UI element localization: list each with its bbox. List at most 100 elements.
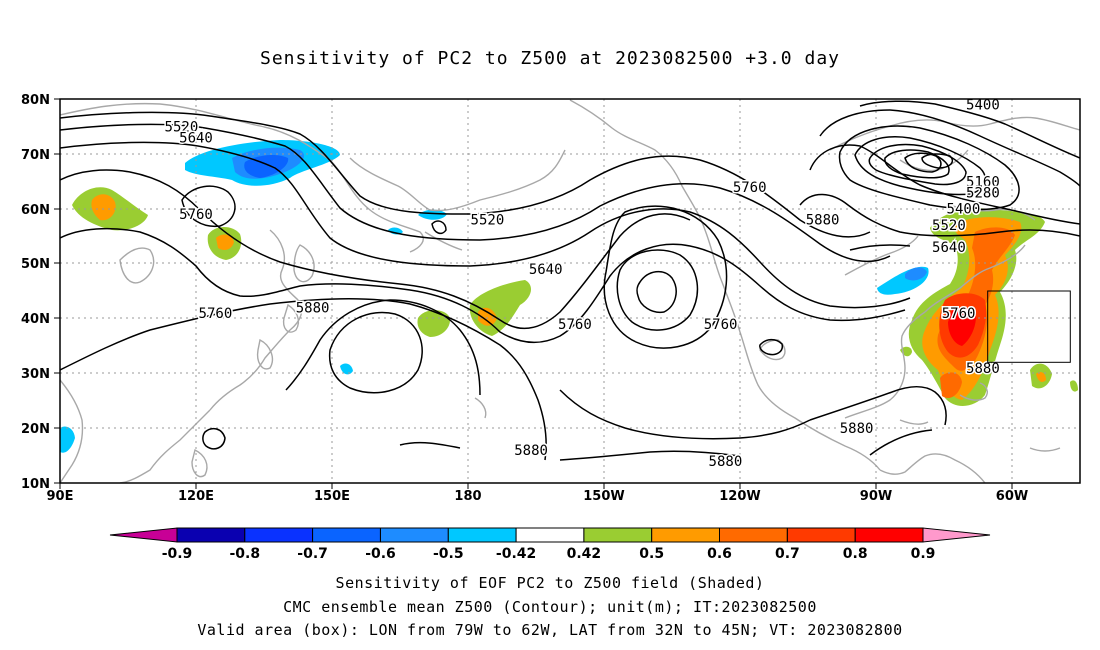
colorbar-segment — [447, 527, 517, 543]
contour-line — [904, 152, 942, 173]
colorbar-segment — [583, 527, 653, 543]
positive-sensitivity-area — [948, 307, 976, 346]
lat-label: 30N — [21, 367, 50, 382]
contour-label: 5160 — [966, 174, 1000, 190]
contour-line — [884, 149, 950, 179]
colorbar-segment — [854, 527, 924, 543]
contour-label: 5640 — [179, 130, 213, 146]
contour-line — [849, 244, 911, 251]
positive-sensitivity-area — [417, 310, 451, 337]
negative-sensitivity-core — [905, 267, 927, 281]
colorbar-label: 0.9 — [911, 546, 936, 562]
lon-label: 60W — [996, 489, 1028, 504]
positive-sensitivity-area — [1070, 380, 1078, 392]
contour-label: 5760 — [558, 317, 592, 333]
colorbar-label: -0.6 — [365, 546, 396, 562]
contour-line — [838, 125, 1020, 211]
contour-line — [60, 169, 691, 330]
map-frame — [59, 98, 1081, 484]
colorbar: -0.9 -0.8 -0.7 -0.6 -0.5 -0.42 0.42 0.5 0.6 0.7 0.… — [109, 527, 991, 562]
lon-label: 90E — [47, 489, 74, 504]
contour-line — [60, 141, 911, 309]
contour-label: 5280 — [966, 185, 1000, 201]
contour-label: 5760 — [179, 207, 213, 223]
positive-sensitivity-area — [91, 194, 116, 221]
contour-line — [854, 136, 986, 196]
colorbar-segment — [719, 527, 788, 543]
colorbar-label: -0.42 — [496, 546, 536, 562]
lat-label: 20N — [21, 422, 50, 437]
colorbar-label: 0.6 — [707, 546, 732, 562]
lon-label: 150W — [583, 489, 624, 504]
contour-line — [868, 143, 967, 186]
contour-label: 5760 — [199, 306, 233, 322]
positive-sensitivity-area — [216, 234, 234, 250]
contour-label: 5400 — [966, 98, 1000, 114]
contour-line — [921, 153, 954, 169]
lat-label: 10N — [21, 477, 50, 492]
lon-label: 150E — [314, 489, 350, 504]
contour-line — [60, 123, 891, 263]
colorbar-label: 0.8 — [843, 546, 868, 562]
contour-line — [616, 249, 699, 331]
colorbar-segment — [312, 527, 381, 543]
contour-label: 5640 — [529, 262, 563, 278]
colorbar-label: -0.5 — [433, 546, 464, 562]
colorbar-segment — [176, 527, 246, 543]
positive-sensitivity-area — [478, 307, 497, 326]
contour-line — [799, 193, 1080, 237]
colorbar-segment — [786, 527, 856, 543]
positive-sensitivity-area — [940, 372, 962, 399]
contour-label: 5880 — [514, 443, 548, 459]
latitude-labels: 80N 70N 60N 50N 40N 30N 20N 10N — [21, 93, 50, 492]
contour-line — [809, 386, 947, 426]
negative-sensitivity-area — [418, 209, 447, 220]
contour-label: 5520 — [165, 119, 199, 135]
contour-label: 5880 — [966, 361, 1000, 377]
lat-label: 80N — [21, 93, 50, 108]
contour-label: 5880 — [709, 454, 743, 470]
contour-line — [202, 427, 226, 450]
z500-contours — [60, 100, 1080, 461]
lon-label: 120W — [719, 489, 760, 504]
contour-label: 5400 — [947, 202, 981, 218]
longitude-labels: 90E 120E 150E 180 150W 120W 90W 60W — [47, 489, 1029, 504]
colorbar-label: 0.5 — [639, 546, 664, 562]
contour-label: 5760 — [704, 317, 738, 333]
colorbar-left-triangle — [109, 527, 178, 543]
colorbar-label: -0.9 — [162, 546, 193, 562]
contour-line — [181, 185, 236, 228]
contour-label: 5760 — [733, 180, 767, 196]
contour-label: 5880 — [296, 301, 330, 317]
contour-line — [869, 429, 933, 456]
contour-line — [60, 298, 547, 461]
contour-line — [328, 311, 423, 394]
contour-label: 5760 — [942, 306, 976, 322]
valid-area-box — [987, 290, 1071, 363]
contour-line — [603, 205, 728, 349]
contour-line — [285, 299, 481, 396]
contour-label: 5640 — [932, 240, 966, 256]
caption-shaded: Sensitivity of EOF PC2 to Z500 field (Sh… — [335, 574, 765, 592]
lat-label: 70N — [21, 148, 50, 163]
contour-line — [399, 441, 461, 449]
colorbar-segment — [515, 527, 585, 543]
contour-line — [431, 220, 447, 235]
contour-line — [809, 144, 1080, 225]
colorbar-right-triangle — [922, 527, 991, 543]
negative-sensitivity-area — [60, 426, 75, 453]
lat-label: 40N — [21, 312, 50, 327]
colorbar-label: 0.7 — [775, 546, 800, 562]
colorbar-label: 0.42 — [567, 546, 602, 562]
colorbar-segment — [651, 527, 721, 543]
colorbar-label: -0.8 — [229, 546, 260, 562]
contour-line — [60, 111, 871, 238]
lon-label: 120E — [178, 489, 214, 504]
contour-line — [559, 450, 741, 461]
contour-line — [559, 389, 811, 440]
contour-line — [819, 109, 1080, 187]
colorbar-segment — [244, 527, 314, 543]
axis-ticks — [54, 98, 1013, 489]
